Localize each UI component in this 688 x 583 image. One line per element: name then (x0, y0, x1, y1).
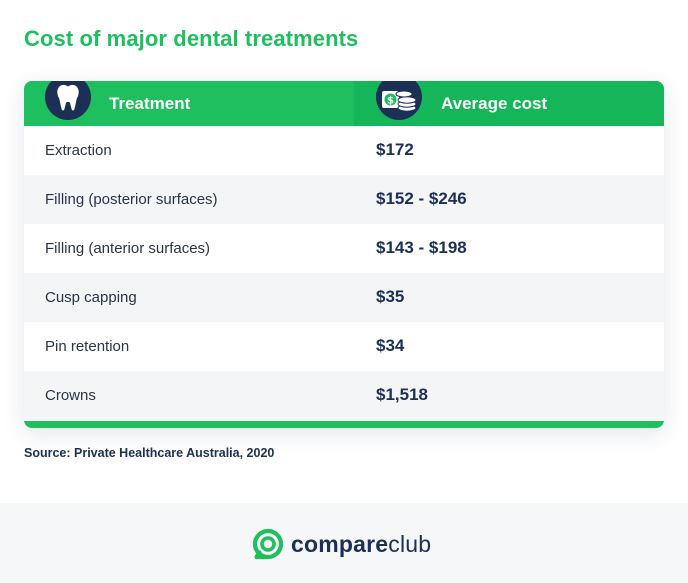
cost-cell: $152 - $246 (376, 189, 467, 208)
tooth-icon (45, 81, 91, 120)
logo-word-club: club (388, 531, 432, 557)
footer: compareclub (0, 503, 688, 583)
compareclub-logo[interactable]: compareclub (252, 527, 452, 561)
table-bottom-bar (24, 421, 664, 428)
table-header: Treatment $ Average cost (24, 81, 664, 126)
table-row: Crowns $1,518 (24, 371, 664, 420)
table-row: Pin retention $34 (24, 322, 664, 371)
header-treatment: Treatment (109, 94, 191, 113)
table-row: Filling (anterior surfaces) $143 - $198 (24, 224, 664, 273)
treatment-cell: Pin retention (45, 338, 130, 355)
treatment-cell: Crowns (45, 387, 96, 404)
table-row: Extraction $172 (24, 126, 664, 175)
source-note: Source: Private Healthcare Australia, 20… (24, 446, 275, 460)
logo-text: compareclub (291, 531, 431, 558)
table-body: Extraction $172 Filling (posterior surfa… (24, 126, 664, 420)
logo-mark-icon (252, 528, 284, 560)
header-average-cost: Average cost (441, 94, 548, 113)
cost-cell: $172 (376, 140, 414, 159)
treatment-cell: Filling (anterior surfaces) (45, 240, 211, 257)
table-row: Cusp capping $35 (24, 273, 664, 322)
treatment-cell: Filling (posterior surfaces) (45, 191, 218, 208)
cost-cell: $143 - $198 (376, 238, 467, 257)
logo-word-compare: compare (291, 531, 389, 557)
treatment-cell: Extraction (45, 142, 112, 159)
table-row: Filling (posterior surfaces) $152 - $246 (24, 175, 664, 224)
cost-cell: $35 (376, 287, 405, 306)
cost-cell: $1,518 (376, 385, 428, 404)
money-icon: $ (376, 81, 422, 120)
treatment-cell: Cusp capping (45, 289, 137, 306)
page-title: Cost of major dental treatments (24, 26, 359, 51)
cost-table: Treatment $ Average cost Extraction $172 (24, 81, 664, 428)
cost-cell: $34 (376, 336, 405, 355)
svg-text:$: $ (387, 96, 394, 107)
